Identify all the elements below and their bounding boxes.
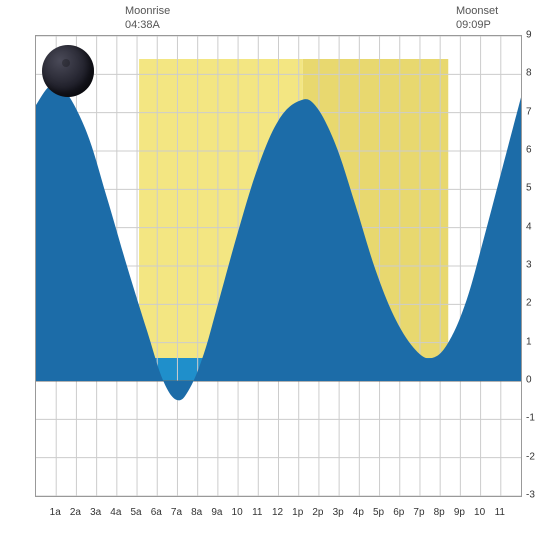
y-tick: 2 (526, 298, 532, 309)
x-tick: 2a (70, 507, 81, 518)
moonrise-label: Moonrise 04:38A (125, 4, 170, 33)
x-tick: 10 (474, 507, 485, 518)
moonset-label: Moonset 09:09P (456, 4, 498, 33)
moonset-time: 09:09P (456, 19, 491, 31)
x-tick: 11 (252, 507, 262, 518)
moon-icon (42, 45, 94, 97)
y-tick: 5 (526, 183, 532, 194)
plot-area (35, 35, 522, 497)
x-tick: 8p (434, 507, 445, 518)
x-tick: 12 (272, 507, 283, 518)
x-tick: 7p (413, 507, 424, 518)
x-tick: 7a (171, 507, 182, 518)
y-tick: 3 (526, 260, 532, 271)
tide-svg (36, 36, 521, 496)
x-tick: 4a (110, 507, 121, 518)
y-tick: -2 (526, 451, 535, 462)
x-tick: 3a (90, 507, 101, 518)
x-tick: 8a (191, 507, 202, 518)
x-tick: 9p (454, 507, 465, 518)
y-tick: 1 (526, 336, 532, 347)
moonset-title: Moonset (456, 5, 498, 17)
x-tick: 2p (312, 507, 323, 518)
x-tick: 1a (50, 507, 61, 518)
x-tick: 1p (292, 507, 303, 518)
y-tick: 0 (526, 375, 532, 386)
tide-chart: Moonrise 04:38A Moonset 09:09P -3-2-1012… (0, 0, 550, 550)
y-tick: 7 (526, 106, 532, 117)
x-tick: 6p (393, 507, 404, 518)
y-tick: 8 (526, 68, 532, 79)
x-tick: 6a (151, 507, 162, 518)
y-tick: -3 (526, 490, 535, 501)
x-tick: 5a (130, 507, 141, 518)
x-tick: 5p (373, 507, 384, 518)
moonrise-time: 04:38A (125, 19, 160, 31)
x-tick: 3p (333, 507, 344, 518)
x-tick: 10 (232, 507, 243, 518)
y-tick: 6 (526, 145, 532, 156)
x-tick: 4p (353, 507, 364, 518)
x-tick: 9a (211, 507, 222, 518)
y-tick: 9 (526, 30, 532, 41)
y-tick: 4 (526, 221, 532, 232)
moonrise-title: Moonrise (125, 5, 170, 17)
y-tick: -1 (526, 413, 535, 424)
x-tick: 11 (495, 507, 505, 518)
